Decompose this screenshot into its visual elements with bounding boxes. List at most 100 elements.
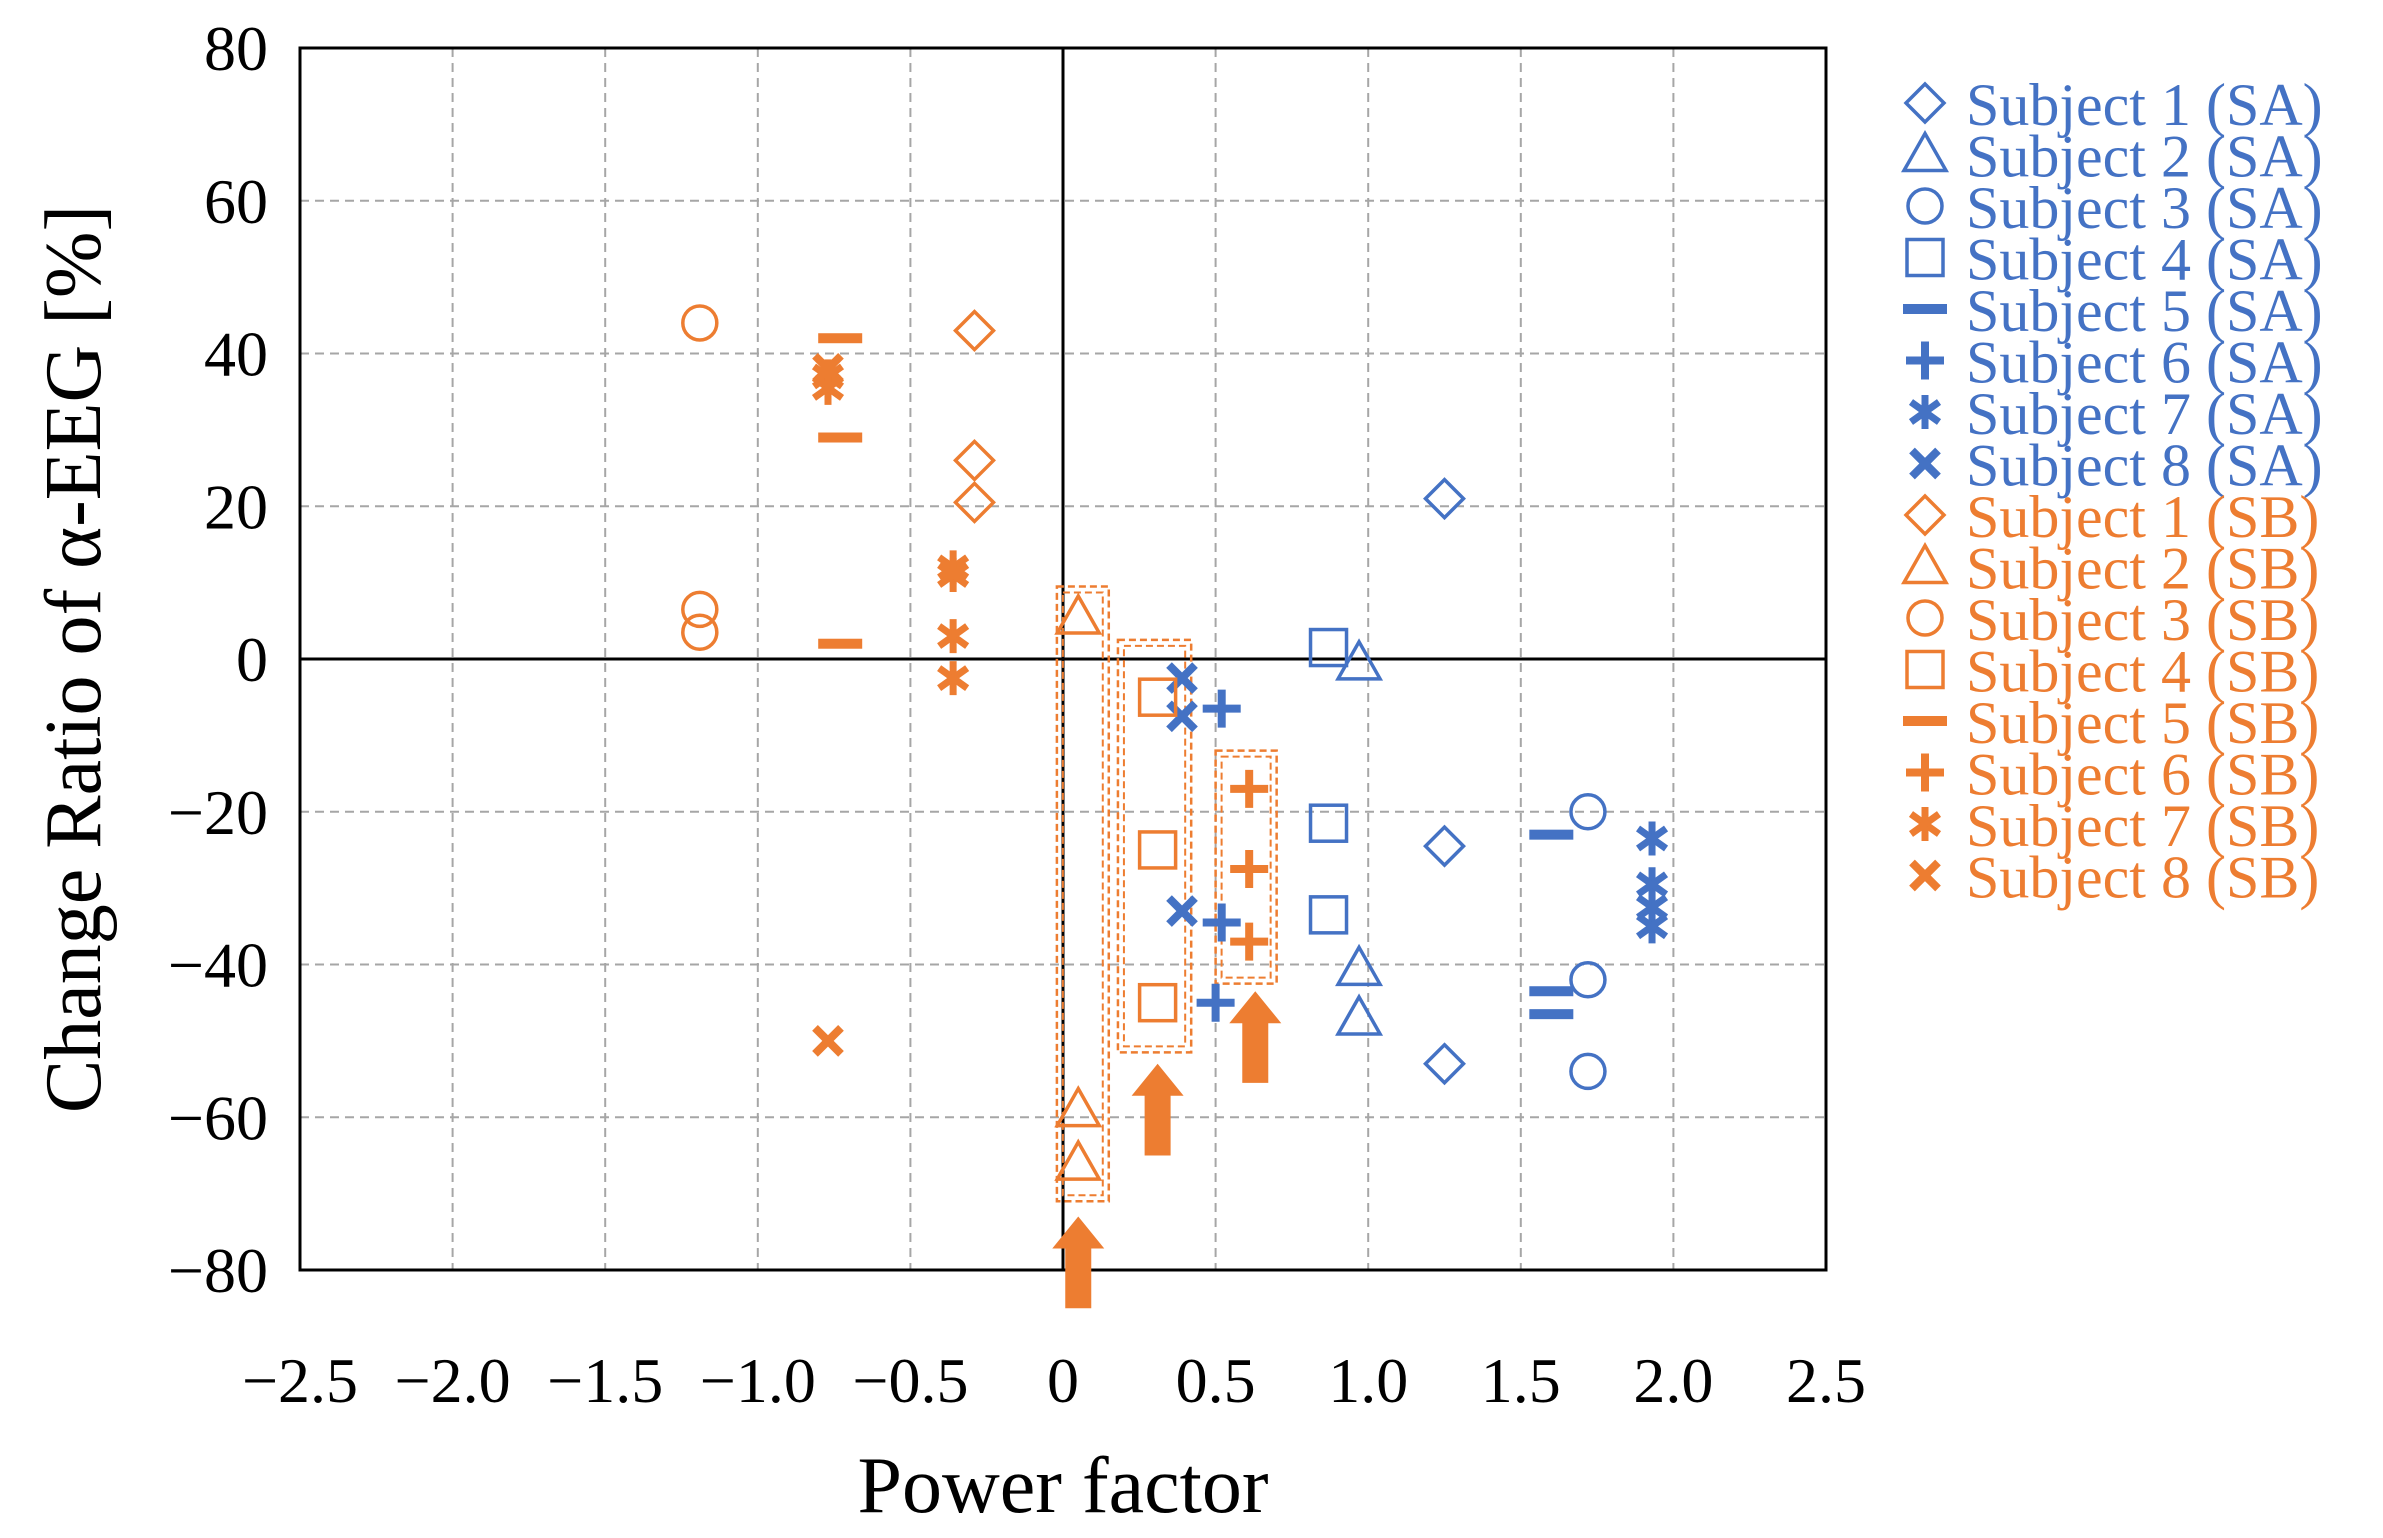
asterisk-marker-b (1908, 811, 1942, 837)
asterisk-marker-b (937, 665, 970, 691)
data-points (681, 304, 1669, 1181)
zero-axes (300, 48, 1826, 1270)
data-point (1335, 638, 1384, 681)
y-tick-label: −40 (168, 930, 268, 1001)
legend-label: Subject 3 (SA) (1966, 175, 2323, 241)
plot-area-frame (298, 46, 1828, 1272)
diamond-marker (953, 438, 996, 482)
up-arrow (1052, 1216, 1105, 1309)
square-marker (1137, 982, 1178, 1023)
square-marker (1308, 895, 1349, 935)
highlight-boxes (1055, 585, 1278, 1203)
data-point (1202, 689, 1241, 728)
x-tick-label: −1.0 (700, 1345, 816, 1416)
data-point (937, 661, 970, 696)
legend-marker (1900, 129, 1950, 173)
y-tick-labels: 80 60 40 20 0 −20 −40 −60 −80 (168, 13, 268, 1306)
data-point (1308, 627, 1349, 668)
legend-marker (1909, 859, 1941, 892)
data-point (953, 480, 996, 524)
cross-marker-b (1166, 662, 1198, 694)
data-point (1636, 909, 1669, 944)
legend-marker (1906, 599, 1944, 637)
legend-marker (1908, 807, 1942, 841)
diamond-marker (1423, 477, 1466, 521)
data-point (1166, 895, 1198, 927)
data-point (1230, 850, 1269, 889)
dashed-highlight-box-inner (1220, 755, 1272, 979)
triangle-marker (1900, 541, 1950, 585)
dash-marker (1903, 716, 1947, 726)
legend-marker (1906, 753, 1944, 792)
data-point (1569, 793, 1607, 831)
data-point (812, 352, 844, 385)
legend-marker (1906, 187, 1944, 225)
data-point (953, 438, 996, 482)
data-point (1054, 1085, 1103, 1128)
x-tick-label: −0.5 (852, 1345, 968, 1416)
triangle-marker (1900, 129, 1950, 173)
data-point (1308, 895, 1349, 935)
data-point (1054, 1138, 1103, 1181)
y-tick-label: −60 (168, 1082, 268, 1153)
circle-marker (1906, 187, 1944, 225)
diamond-marker (1423, 1042, 1466, 1086)
cross-marker-b (1909, 447, 1941, 480)
data-point (1137, 982, 1178, 1023)
data-point (937, 557, 970, 592)
legend-label: Subject 5 (SA) (1966, 278, 2323, 344)
data-point (818, 432, 863, 443)
legend-label: Subject 1 (SA) (1966, 72, 2323, 138)
legend-marker (1906, 341, 1944, 380)
legend-label: Subject 8 (SA) (1966, 433, 2323, 499)
cross-marker-b (1909, 859, 1941, 892)
legend-label: Subject 1 (SB) (1966, 484, 2319, 550)
legend-label: Subject 7 (SA) (1966, 381, 2323, 447)
data-point (818, 333, 863, 344)
legend-label: Subject 8 (SB) (1966, 845, 2319, 911)
dash-marker (1903, 304, 1947, 314)
square-marker (1137, 677, 1178, 717)
legend-marker (1908, 395, 1942, 429)
legend-label: Subject 7 (SB) (1966, 793, 2319, 859)
grid-lines (300, 48, 1826, 1270)
cross-marker-b (1166, 700, 1198, 733)
dash-marker (1529, 829, 1574, 840)
asterisk-marker-b (1636, 825, 1669, 852)
circle-marker (681, 590, 719, 629)
y-tick-label: 80 (204, 13, 268, 84)
legend-marker (1903, 304, 1947, 314)
data-point (681, 590, 719, 629)
legend-label: Subject 5 (SB) (1966, 690, 2319, 756)
legend-label: Subject 4 (SA) (1966, 227, 2323, 293)
circle-marker (1569, 1052, 1607, 1091)
legend-marker (1903, 81, 1947, 125)
data-point (1529, 986, 1574, 997)
asterisk-marker-b (937, 562, 970, 588)
data-point (953, 309, 996, 353)
square-marker (1905, 649, 1945, 690)
data-point (1423, 824, 1466, 868)
square-marker (1905, 237, 1945, 278)
triangle-marker (1054, 1085, 1103, 1128)
highlight-arrows (1052, 991, 1282, 1309)
data-point (812, 1025, 844, 1057)
data-point (1137, 830, 1178, 870)
data-point (1166, 700, 1198, 733)
data-point (1423, 477, 1466, 521)
legend-marker (1903, 493, 1947, 537)
data-point (1423, 1042, 1466, 1086)
y-tick-label: 60 (204, 166, 268, 237)
data-point (1529, 829, 1574, 840)
y-tick-label: 0 (236, 624, 268, 695)
data-point (1137, 677, 1178, 717)
data-point (1569, 961, 1607, 999)
x-tick-label: −2.0 (395, 1345, 511, 1416)
x-tick-label: 2.0 (1633, 1345, 1713, 1416)
data-point (1196, 983, 1235, 1022)
data-point (818, 638, 863, 649)
dash-marker (818, 432, 863, 443)
data-point (1202, 903, 1241, 942)
data-point (937, 619, 970, 654)
